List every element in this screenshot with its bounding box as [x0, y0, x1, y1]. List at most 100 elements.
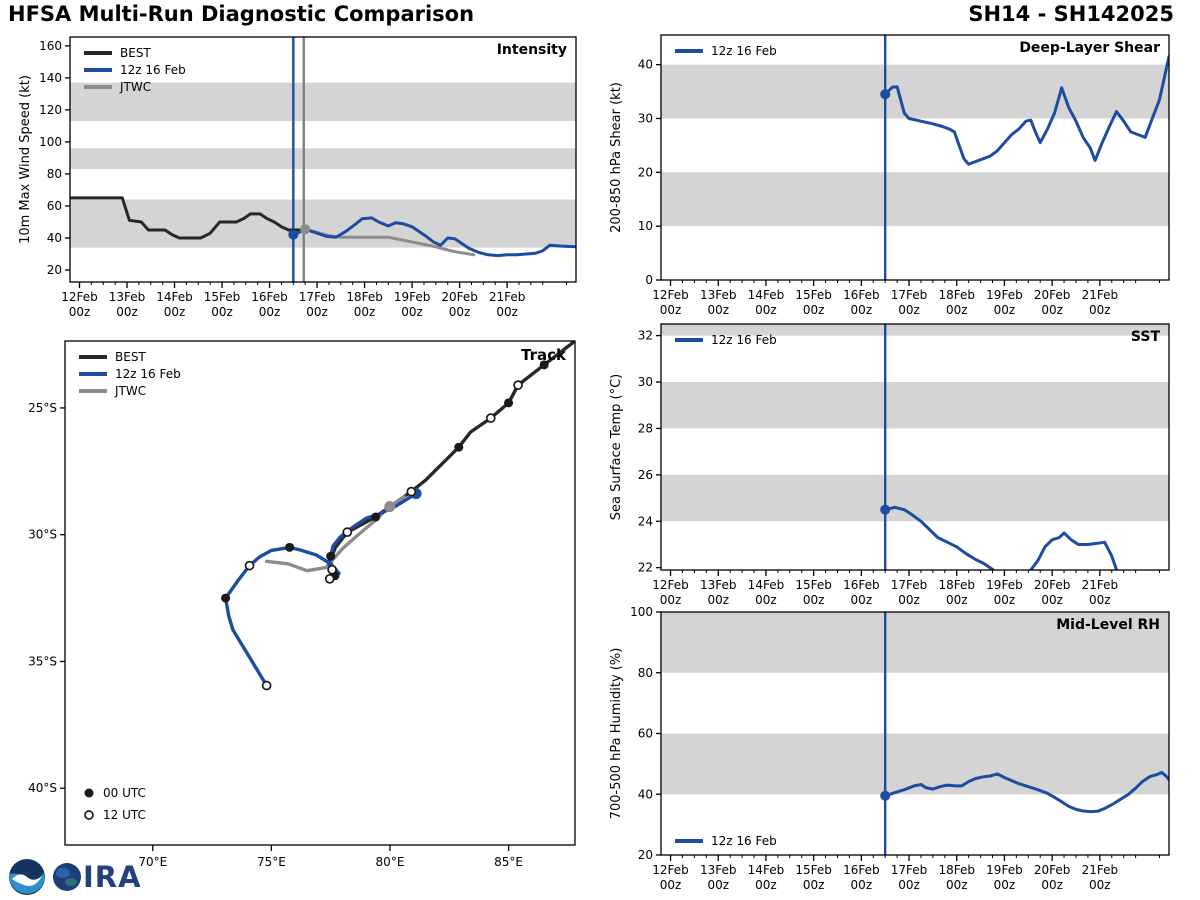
- intensity-band: [70, 82, 576, 122]
- intensity-x-tick-label-hour: 00z: [354, 305, 376, 319]
- rh-series-model-line: [883, 770, 1169, 814]
- shear-x-tick-label-hour: 00z: [1089, 303, 1111, 317]
- rh-x-tick-label-day: 15Feb: [795, 863, 832, 877]
- cira-logo: IRA: [52, 861, 142, 893]
- track-dot-00utc: [371, 512, 381, 522]
- shear-x-tick-label-day: 13Feb: [700, 288, 737, 302]
- sst-x-tick-label-day: 19Feb: [986, 578, 1023, 592]
- intensity-x-tick-label-hour: 00z: [496, 305, 518, 319]
- rh-x-tick-label-hour: 00z: [707, 878, 729, 892]
- sst-x-tick-label-hour: 00z: [755, 593, 777, 607]
- intensity-x-tick-label-hour: 00z: [69, 305, 91, 319]
- shear-series-model-init-dot: [880, 89, 891, 100]
- shear-series-model-line: [883, 55, 1169, 166]
- rh-x-tick-label-day: 14Feb: [748, 863, 785, 877]
- shear-x-tick-label-hour: 00z: [946, 303, 968, 317]
- track-x-tick-label: 85°E: [494, 855, 523, 869]
- track-dot-12utc: [327, 564, 337, 575]
- track-dot-12utc: [244, 560, 255, 571]
- sst-x-tick-label-hour: 00z: [898, 593, 920, 607]
- track-dot-00utc: [221, 593, 231, 603]
- track-legend-12utc-label: 12 UTC: [103, 808, 146, 822]
- track-jtwc-init-dot: [384, 501, 396, 513]
- sst-x-tick-label-day: 17Feb: [891, 578, 928, 592]
- track-y-tick-label: 35°S: [28, 654, 57, 668]
- shear-x-tick-label-day: 15Feb: [795, 288, 832, 302]
- shear-y-tick-label: 20: [638, 165, 653, 179]
- agency-logos: IRA: [8, 857, 142, 897]
- noaa-logo: [9, 859, 45, 895]
- sst-y-axis-label: Sea Surface Temp (°C): [609, 374, 624, 521]
- sst-x-tick-label-hour: 00z: [1089, 593, 1111, 607]
- intensity-legend-label-model: 12z 16 Feb: [120, 63, 186, 77]
- intensity-x-tick-label-day: 15Feb: [204, 290, 241, 304]
- intensity-y-axis-label: 10m Max Wind Speed (kt): [18, 75, 33, 244]
- track-dot-00utc: [454, 442, 464, 452]
- intensity-x-tick-label-day: 19Feb: [394, 290, 431, 304]
- intensity-x-tick-label-day: 20Feb: [441, 290, 478, 304]
- track-legend-12utc-marker: [84, 810, 94, 820]
- sst-y-tick-label: 24: [638, 514, 653, 528]
- intensity-x-tick-label-day: 16Feb: [251, 290, 288, 304]
- rh-x-tick-label-hour: 00z: [994, 878, 1016, 892]
- panel-intensity: 12Feb00z13Feb00z14Feb00z15Feb00z16Feb00z…: [18, 36, 577, 319]
- rh-band: [661, 733, 1169, 795]
- track-dot-00utc: [539, 360, 549, 370]
- page-title: HFSA Multi-Run Diagnostic Comparison: [8, 2, 475, 26]
- sst-x-tick-label-hour: 00z: [946, 593, 968, 607]
- sst-x-tick-label-day: 14Feb: [748, 578, 785, 592]
- shear-x-tick-label-day: 14Feb: [748, 288, 785, 302]
- panel-rh: 12Feb00z13Feb00z14Feb00z15Feb00z16Feb00z…: [609, 605, 1170, 892]
- rh-x-tick-label-hour: 00z: [1041, 878, 1063, 892]
- shear-x-tick-label-day: 18Feb: [938, 288, 975, 302]
- intensity-series-model-line: [291, 216, 576, 258]
- intensity-legend-label-best: BEST: [120, 46, 151, 60]
- track-legend-00utc-label: 00 UTC: [103, 786, 146, 800]
- sst-series-model-init-dot: [880, 504, 891, 515]
- shear-x-tick-label-hour: 00z: [1041, 303, 1063, 317]
- intensity-x-tick-label-hour: 00z: [211, 305, 233, 319]
- intensity-x-tick-label-hour: 00z: [401, 305, 423, 319]
- sst-frame: [660, 323, 1170, 571]
- intensity-band: [70, 199, 576, 248]
- intensity-series-jtwc-init-dot: [300, 224, 311, 235]
- storm-id-title: SH14 - SH142025: [968, 2, 1174, 26]
- sst-y-tick-label: 30: [638, 375, 653, 389]
- noaa-bird-icon: [12, 874, 42, 886]
- sst-band: [661, 474, 1169, 522]
- track-dot-12utc: [513, 380, 523, 390]
- intensity-x-tick-label-day: 18Feb: [346, 290, 383, 304]
- sst-y-tick-label: 26: [638, 468, 653, 482]
- shear-x-tick-label-hour: 00z: [851, 303, 873, 317]
- shear-y-axis-label: 200-850 hPa Shear (kt): [609, 82, 624, 233]
- intensity-x-tick-label-hour: 00z: [164, 305, 186, 319]
- shear-x-tick-label-day: 17Feb: [891, 288, 928, 302]
- shear-x-tick-label-hour: 00z: [707, 303, 729, 317]
- track-series-best-line: [329, 341, 575, 578]
- shear-frame: [660, 34, 1170, 281]
- intensity-x-tick-label-day: 21Feb: [489, 290, 526, 304]
- intensity-y-tick-label: 80: [47, 167, 62, 181]
- track-series-model-line: [223, 491, 418, 688]
- rh-x-tick-label-hour: 00z: [755, 878, 777, 892]
- rh-x-tick-label-hour: 00z: [851, 878, 873, 892]
- shear-legend-label-model: 12z 16 Feb: [711, 44, 777, 58]
- shear-x-tick-label-hour: 00z: [994, 303, 1016, 317]
- shear-x-tick-label-hour: 00z: [755, 303, 777, 317]
- sst-band: [661, 382, 1169, 429]
- track-y-tick-label: 40°S: [28, 781, 57, 795]
- shear-band: [661, 64, 1169, 119]
- sst-x-tick-label-hour: 00z: [994, 593, 1016, 607]
- shear-x-tick-label-hour: 00z: [803, 303, 825, 317]
- sst-x-tick-label-day: 13Feb: [700, 578, 737, 592]
- shear-x-tick-label-day: 19Feb: [986, 288, 1023, 302]
- rh-y-axis-label: 700-500 hPa Humidity (%): [609, 648, 624, 820]
- shear-x-tick-label-day: 16Feb: [843, 288, 880, 302]
- sst-x-tick-label-hour: 00z: [803, 593, 825, 607]
- track-dot-12utc: [406, 486, 417, 497]
- rh-series-model-init-dot: [880, 790, 891, 801]
- shear-x-tick-label-hour: 00z: [898, 303, 920, 317]
- track-dot-12utc: [324, 573, 335, 584]
- sst-x-tick-label-day: 12Feb: [652, 578, 689, 592]
